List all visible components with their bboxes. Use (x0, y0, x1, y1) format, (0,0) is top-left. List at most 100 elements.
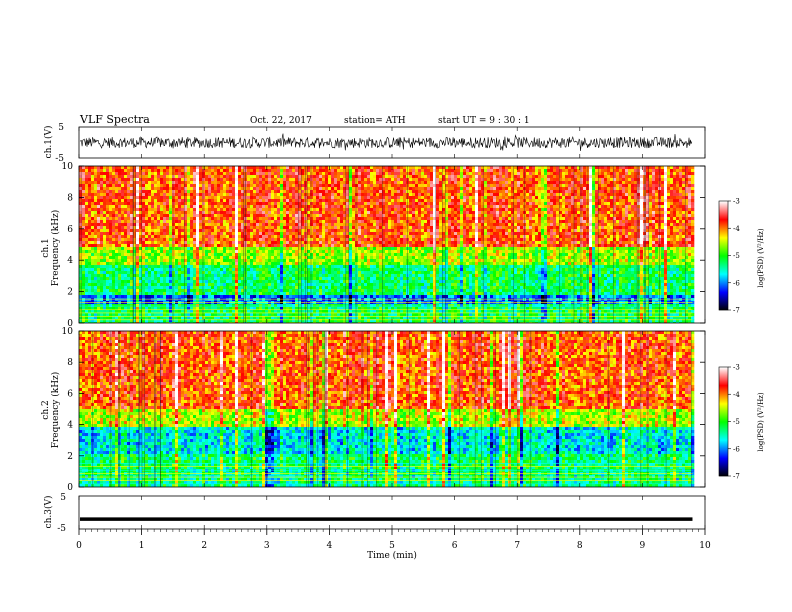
spectrogram-cell (244, 202, 248, 206)
spectrogram-cell (325, 286, 329, 290)
spectrogram-cell (112, 307, 116, 311)
spectrogram-cell (94, 229, 98, 233)
spectrogram-cell (127, 202, 131, 206)
spectrogram-cell (178, 226, 182, 230)
spectrogram-cell (268, 208, 272, 212)
spectrogram-cell (115, 316, 119, 320)
spectrogram-cell (289, 253, 293, 257)
spectrogram-cell (88, 217, 92, 221)
spectrogram-cell (121, 211, 125, 215)
spectrogram-cell (181, 187, 185, 191)
spectrogram-cell (142, 313, 146, 317)
spectrogram-cell (340, 169, 344, 173)
spectrogram-cell (139, 214, 143, 218)
spectrogram-cell (286, 253, 290, 257)
spectrogram-cell (331, 280, 335, 284)
spectrogram-cell (325, 250, 329, 254)
spectrogram-cell (100, 289, 104, 293)
spectrogram-cell (280, 277, 284, 281)
spectrogram-cell (265, 298, 269, 302)
spectrogram-cell (139, 322, 143, 323)
spectrogram-cell (301, 292, 305, 296)
spectrogram-cell (157, 184, 161, 188)
spectrogram-cell (316, 259, 320, 263)
spectrogram-cell (250, 238, 254, 242)
spectrogram-cell (166, 241, 170, 245)
spectrogram-cell (295, 250, 299, 254)
spectrogram-cell (352, 238, 356, 242)
spectrogram-cell (274, 190, 278, 194)
spectrogram-cell (103, 271, 107, 275)
spectrogram-cell (157, 181, 161, 185)
spectrogram-cell (172, 256, 176, 260)
spectrogram-cell (280, 271, 284, 275)
spectrogram-cell (298, 199, 302, 203)
spectrogram-cell (145, 208, 149, 212)
spectrogram-cell (142, 280, 146, 284)
spectrogram-cell (163, 214, 167, 218)
spectrogram-cell (187, 304, 191, 308)
spectrogram-cell (259, 241, 263, 245)
spectrogram-cell (217, 289, 221, 293)
spectrogram-cell (253, 214, 257, 218)
spectrogram-cell (232, 223, 236, 227)
spectrogram-cell (124, 247, 128, 251)
spectrogram-cell (205, 322, 209, 323)
spectrogram-cell (184, 226, 188, 230)
spectrogram-cell (190, 256, 194, 260)
spectrogram-cell (172, 190, 176, 194)
spectrogram-cell (106, 187, 110, 191)
spectrogram-cell (241, 226, 245, 230)
spectrogram-cell (136, 250, 140, 254)
spectrogram-cell (235, 232, 239, 236)
spectrogram-cell (127, 292, 131, 296)
spectrogram-cell (82, 187, 86, 191)
spectrogram-cell (277, 292, 281, 296)
spectrogram-cell (178, 313, 182, 317)
spectrogram-cell (268, 286, 272, 290)
spectrogram-cell (202, 172, 206, 176)
spectrogram-cell (142, 319, 146, 323)
spectrogram-cell (301, 262, 305, 266)
spectrogram-cell (124, 208, 128, 212)
spectrogram-cell (169, 265, 173, 269)
spectrogram-cell (328, 220, 332, 224)
spectrogram-cell (271, 208, 275, 212)
spectrogram-cell (268, 190, 272, 194)
spectrogram-cell (193, 292, 197, 296)
spectrogram-cell (139, 268, 143, 272)
spectrogram-cell (310, 226, 314, 230)
spectrogram-cell (337, 241, 341, 245)
spectrogram-cell (235, 268, 239, 272)
spectrogram-cell (91, 172, 95, 176)
spectrogram-cell (271, 322, 275, 323)
spectrogram-cell (319, 178, 323, 182)
spectrogram-cell (229, 250, 233, 254)
spectrogram-cell (223, 244, 227, 248)
spectrogram-cell (160, 265, 164, 269)
spectrogram-cell (220, 280, 224, 284)
spectrogram-cell (343, 172, 347, 176)
spectrogram-cell (292, 292, 296, 296)
spectrogram-cell (268, 217, 272, 221)
spectrogram-cell (280, 283, 284, 287)
spectrogram-cell (235, 292, 239, 296)
spectrogram-cell (226, 235, 230, 239)
spectrogram-cell (289, 319, 293, 323)
spectrogram-cell (214, 217, 218, 221)
spectrogram-cell (286, 283, 290, 287)
spectrogram-cell (358, 184, 362, 188)
spectrogram-cell (289, 313, 293, 317)
spectrogram-cell (289, 217, 293, 221)
spectrogram-cell (178, 304, 182, 308)
spectrogram-cell (226, 253, 230, 257)
spectrogram-cell (289, 307, 293, 311)
spectrogram-cell (208, 217, 212, 221)
spectrogram-cell (295, 235, 299, 239)
spectrogram-cell (349, 226, 353, 230)
spectrogram-cell (358, 169, 362, 173)
spectrogram-cell (139, 247, 143, 251)
spectrogram-cell (310, 307, 314, 311)
spectrogram-cell (202, 196, 206, 200)
spectrogram-cell (160, 169, 164, 173)
